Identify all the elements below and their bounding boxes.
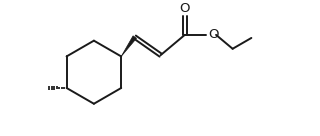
Text: O: O	[180, 2, 190, 15]
Polygon shape	[121, 36, 137, 56]
Text: O: O	[209, 28, 219, 41]
